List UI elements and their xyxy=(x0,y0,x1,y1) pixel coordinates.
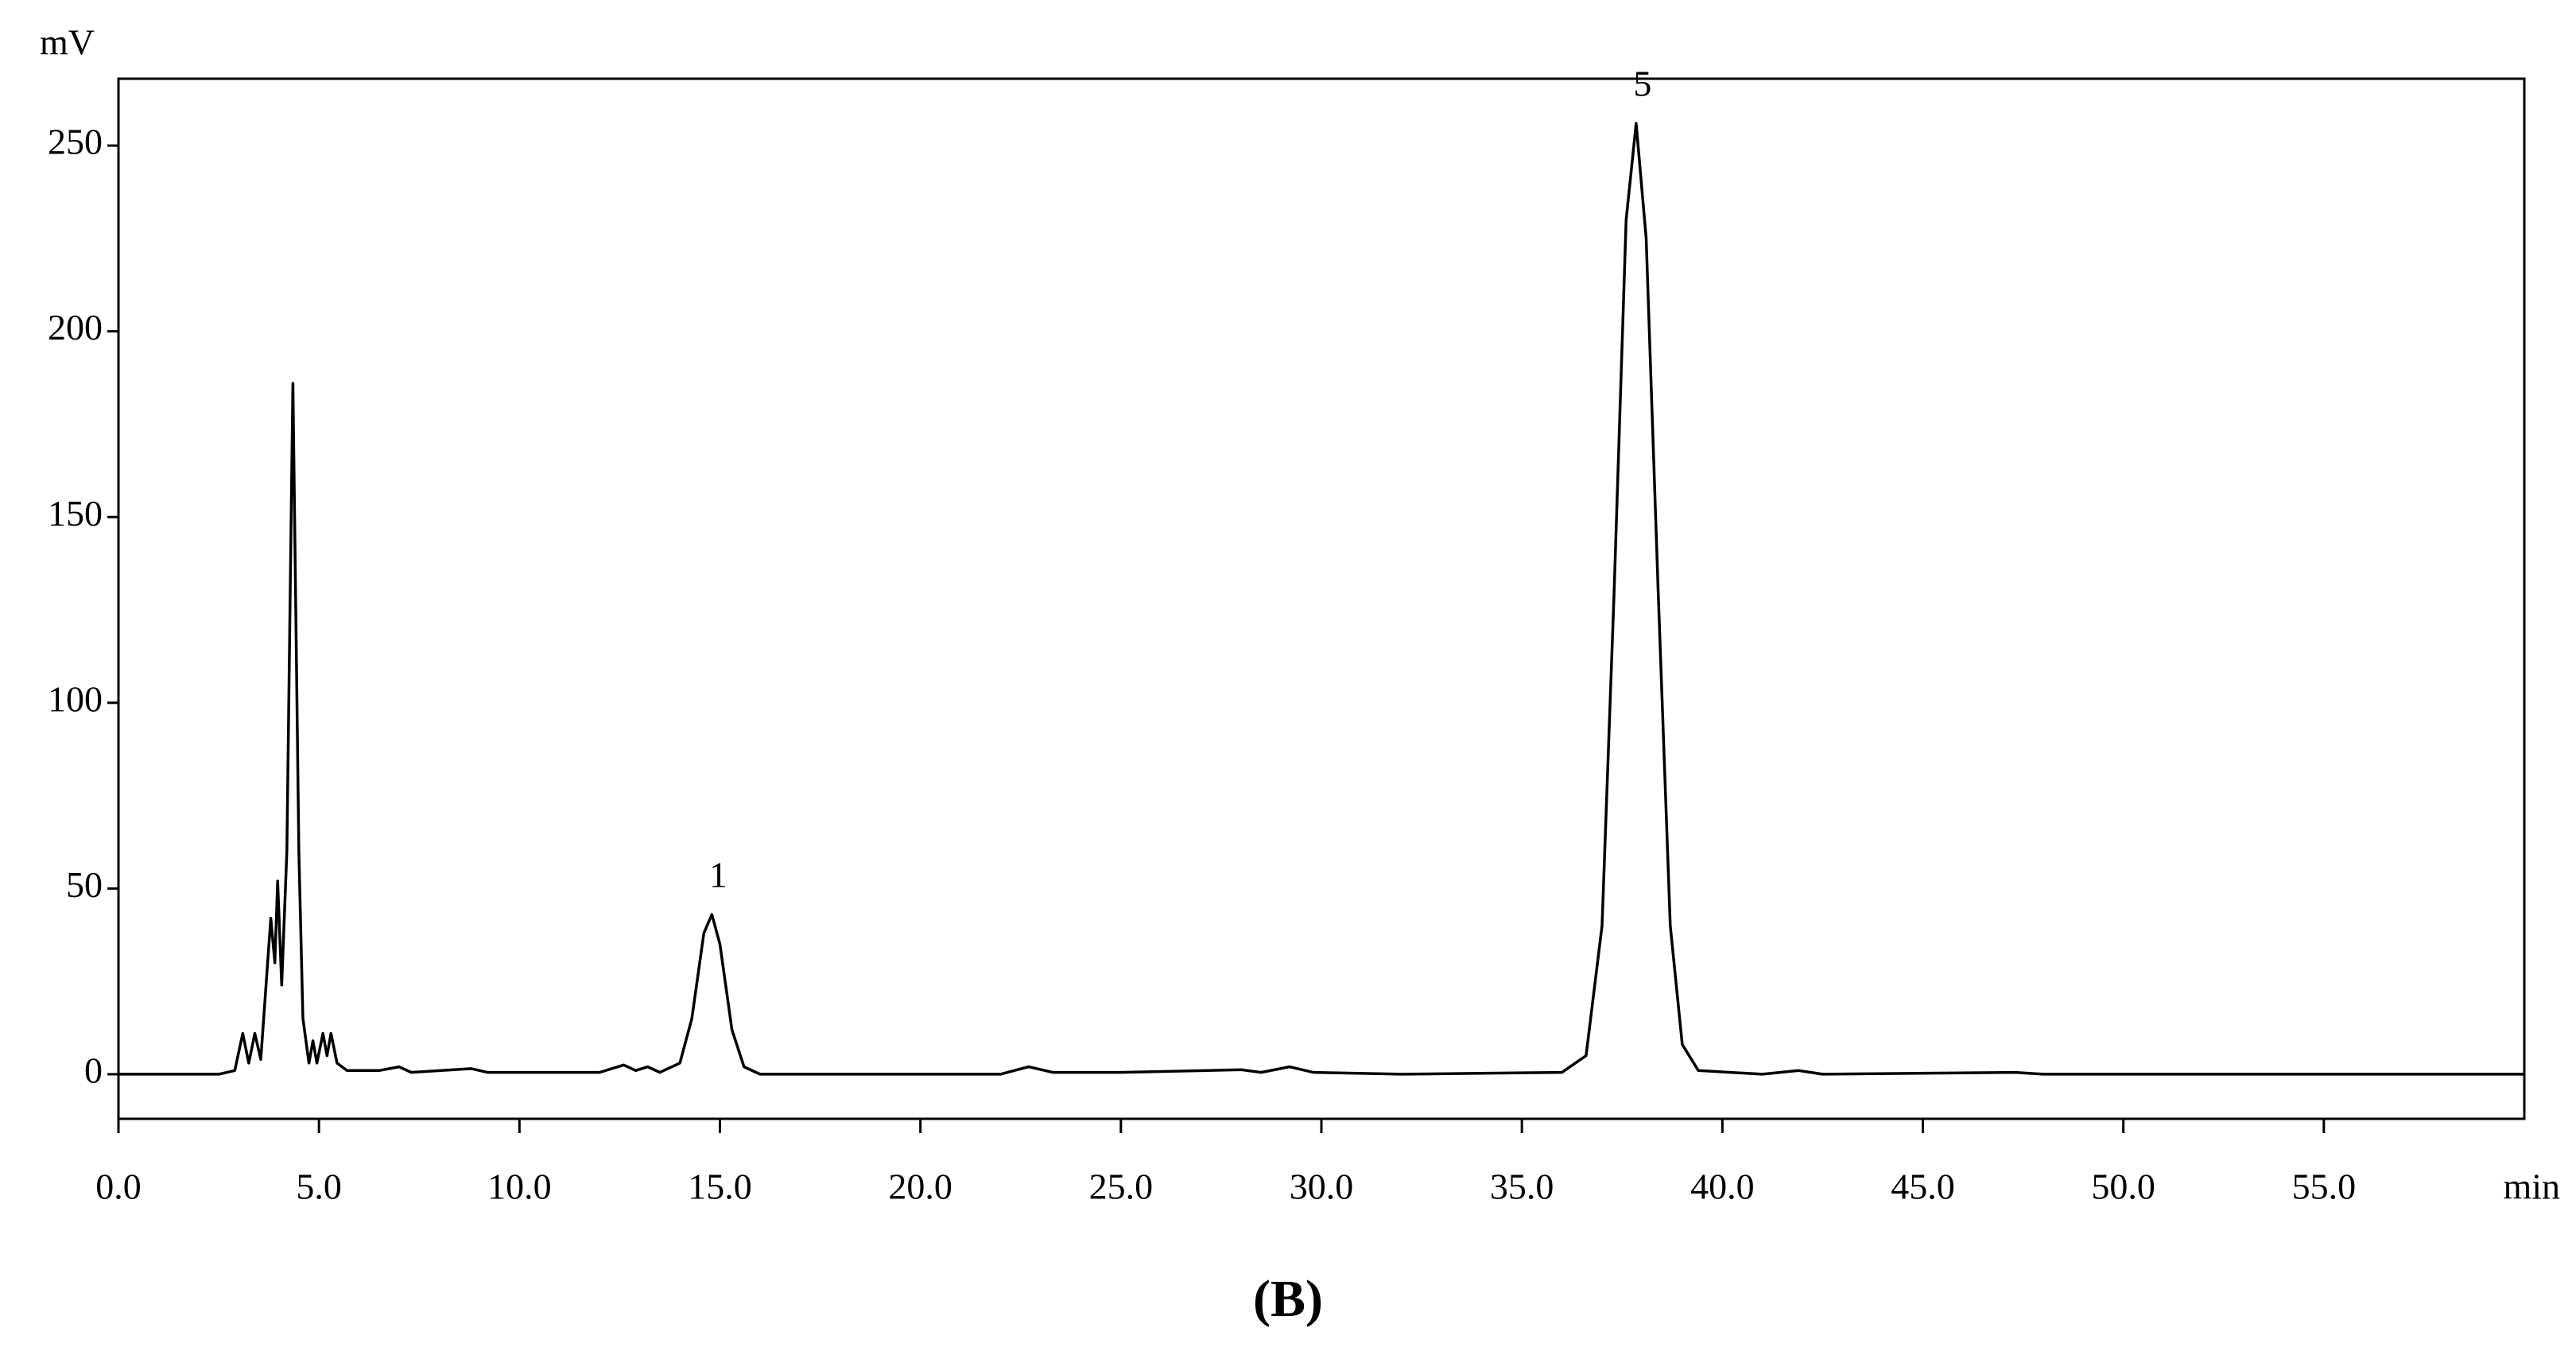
chromatogram-line xyxy=(118,122,2524,1076)
y-tick-label: 100 xyxy=(48,678,103,719)
x-tick-label: 25.0 xyxy=(1089,1167,1154,1207)
x-tick-label: 35.0 xyxy=(1490,1167,1554,1207)
peak-label: 5 xyxy=(1633,64,1651,104)
y-tick-label: 150 xyxy=(48,493,103,534)
x-axis-label: min xyxy=(2503,1167,2560,1207)
x-tick-label: 15.0 xyxy=(688,1167,752,1207)
x-tick-label: 45.0 xyxy=(1891,1167,1955,1207)
x-tick-label: 55.0 xyxy=(2292,1167,2357,1207)
x-tick-label: 20.0 xyxy=(888,1167,952,1207)
y-tick-label: 50 xyxy=(66,864,103,905)
y-tick-label: 0 xyxy=(84,1050,103,1091)
x-tick-label: 30.0 xyxy=(1290,1167,1354,1207)
y-tick-label: 250 xyxy=(48,122,103,162)
caption: (B) xyxy=(1253,1270,1323,1328)
y-tick-label: 200 xyxy=(48,307,103,347)
plot-frame xyxy=(117,77,2526,1120)
peak-label: 1 xyxy=(709,855,727,895)
x-tick-label: 40.0 xyxy=(1690,1167,1755,1207)
x-tick-label: 50.0 xyxy=(2091,1167,2155,1207)
x-tick-label: 5.0 xyxy=(296,1167,342,1207)
x-tick-label: 0.0 xyxy=(95,1167,142,1207)
y-axis-label: mV xyxy=(40,22,95,63)
x-tick-label: 10.0 xyxy=(487,1167,552,1207)
